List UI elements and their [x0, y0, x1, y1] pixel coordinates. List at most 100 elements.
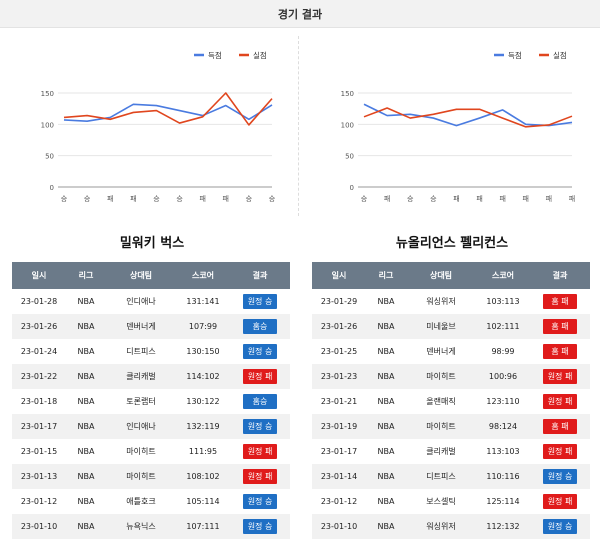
game-league: NBA	[77, 347, 95, 356]
result-badge: 원정 패	[243, 369, 277, 384]
game-opponent: 마이히트	[406, 414, 476, 439]
game-score: 130:122	[186, 397, 220, 406]
game-score: 98:124	[476, 414, 530, 439]
game-date: 23-01-26	[12, 314, 66, 339]
game-date: 23-01-10	[312, 514, 366, 539]
section-header: 경기 결과	[0, 0, 600, 28]
table-row[interactable]: 23-01-18 NBA 토론랩터 130:122 홈승	[12, 389, 290, 414]
game-result-cell: 원정 패	[530, 389, 590, 414]
game-league: NBA	[377, 497, 395, 506]
table-row[interactable]: 23-01-12 NBA 보스셀틱 125:114 원정 패	[312, 489, 590, 514]
x-tick-label: 패	[453, 194, 459, 203]
table-row[interactable]: 23-01-10 NBA 워싱위저 112:132 원정 승	[312, 514, 590, 539]
game-league: NBA	[366, 364, 406, 389]
game-score: 107:111	[176, 514, 230, 539]
x-tick-label: 승	[153, 195, 160, 203]
x-tick-label: 패	[546, 194, 552, 203]
game-league: NBA	[377, 347, 395, 356]
game-opponent: 덴버너게	[426, 347, 456, 356]
game-result-cell: 홈 패	[530, 289, 590, 314]
game-score: 112:132	[476, 514, 530, 539]
game-result-cell: 홈승	[230, 389, 290, 414]
game-league: NBA	[77, 397, 95, 406]
table-row[interactable]: 23-01-22 NBA 클리캐벌 114:102 원정 패	[12, 364, 290, 389]
result-badge: 원정 패	[543, 369, 577, 384]
table-row[interactable]: 23-01-15 NBA 마이히트 111:95 원정 패	[12, 439, 290, 464]
game-league: NBA	[66, 314, 106, 339]
table-row[interactable]: 23-01-28 NBA 인디애나 131:141 원정 승	[12, 289, 290, 314]
table-row[interactable]: 23-01-14 NBA 디트피스 110:116 원정 승	[312, 464, 590, 489]
column-header: 일시	[312, 262, 366, 289]
legend-label: 실점	[553, 50, 567, 60]
game-opponent: 미네울브	[406, 314, 476, 339]
game-league: NBA	[77, 447, 95, 456]
x-tick-label: 패	[569, 194, 575, 203]
game-result-cell: 원정 승	[530, 464, 590, 489]
game-date: 23-01-19	[312, 414, 366, 439]
legend-label: 득점	[508, 50, 522, 60]
table-row[interactable]: 23-01-21 NBA 올랜매직 123:110 원정 패	[312, 389, 590, 414]
game-league: NBA	[366, 314, 406, 339]
right-team-chart: 0 50 100 150 승 패 승 승 패 패 패 패 패 패 득점 실점	[304, 36, 594, 216]
game-opponent: 올랜매직	[426, 397, 456, 406]
result-badge: 원정 패	[543, 494, 577, 509]
game-score: 107:99	[176, 314, 230, 339]
game-opponent: 마이히트	[106, 464, 176, 489]
legend-label: 실점	[253, 50, 267, 60]
table-row[interactable]: 23-01-26 NBA 덴버너게 107:99 홈승	[12, 314, 290, 339]
y-tick-label: 100	[41, 121, 54, 129]
game-opponent: 인디애나	[106, 414, 176, 439]
table-row[interactable]: 23-01-10 NBA 뉴욕닉스 107:111 원정 승	[12, 514, 290, 539]
x-tick-label: 패	[384, 194, 390, 203]
game-league: NBA	[66, 464, 106, 489]
game-league: NBA	[66, 414, 106, 439]
left-team-name: 밀워키 벅스	[119, 236, 185, 251]
column-header: 상대팀	[106, 262, 176, 289]
right-team-name: 뉴올리언스 펠리컨스	[395, 236, 509, 251]
x-tick-label: 승	[269, 195, 276, 203]
game-league: NBA	[366, 414, 406, 439]
column-header: 스코어	[176, 262, 230, 289]
game-date: 23-01-23	[312, 364, 366, 389]
y-tick-label: 150	[341, 90, 354, 98]
table-row[interactable]: 23-01-23 NBA 마이히트 100:96 원정 패	[312, 364, 590, 389]
game-opponent: 뉴욕닉스	[106, 514, 176, 539]
table-row[interactable]: 23-01-25 NBA 덴버너게 98:99 홈 패	[312, 339, 590, 364]
table-row[interactable]: 23-01-12 NBA 애틀호크 105:114 원정 승	[12, 489, 290, 514]
table-row[interactable]: 23-01-13 NBA 마이히트 108:102 원정 패	[12, 464, 290, 489]
table-row[interactable]: 23-01-29 NBA 워싱위저 103:113 홈 패	[312, 289, 590, 314]
result-badge: 홈 패	[543, 419, 577, 434]
table-header-row: 일시 리그 상대팀 스코어 결과	[312, 262, 590, 289]
table-header-row: 일시 리그 상대팀 스코어 결과	[12, 262, 290, 289]
table-row[interactable]: 23-01-26 NBA 미네울브 102:111 홈 패	[312, 314, 590, 339]
game-result-cell: 원정 승	[230, 489, 290, 514]
left-chart-svg: 0 50 100 150 승 승 패 패 승 승 패 패 승 승 득점 실점	[41, 50, 276, 203]
chart-divider	[298, 36, 299, 216]
x-tick-label: 패	[523, 194, 529, 203]
result-badge: 원정 승	[243, 419, 277, 434]
game-result-cell: 홈 패	[530, 339, 590, 364]
game-result-cell: 원정 패	[230, 439, 290, 464]
game-league: NBA	[77, 297, 95, 306]
right-chart-svg: 0 50 100 150 승 패 승 승 패 패 패 패 패 패 득점 실점	[341, 50, 576, 203]
table-row[interactable]: 23-01-19 NBA 마이히트 98:124 홈 패	[312, 414, 590, 439]
table-row[interactable]: 23-01-17 NBA 클리캐벌 113:103 원정 패	[312, 439, 590, 464]
game-opponent: 토론랩터	[126, 397, 156, 406]
table-row[interactable]: 23-01-24 NBA 디트피스 130:150 원정 승	[12, 339, 290, 364]
x-tick-label: 패	[107, 194, 113, 203]
right-team-results-table: 일시 리그 상대팀 스코어 결과 23-01-29 NBA 워싱위저 103:113 홈 패 23…	[312, 262, 590, 539]
game-league: NBA	[77, 497, 95, 506]
game-score: 108:102	[176, 464, 230, 489]
game-score: 98:99	[491, 347, 515, 356]
game-score: 132:119	[176, 414, 230, 439]
game-date: 23-01-22	[12, 364, 66, 389]
game-result-cell: 홈 패	[530, 414, 590, 439]
table-row[interactable]: 23-01-17 NBA 인디애나 132:119 원정 승	[12, 414, 290, 439]
x-tick-label: 승	[407, 195, 414, 203]
game-result-cell: 원정 승	[530, 514, 590, 539]
game-league: NBA	[377, 397, 395, 406]
result-badge: 홈 패	[543, 319, 577, 334]
result-badge: 원정 승	[543, 469, 577, 484]
x-tick-label: 패	[130, 194, 136, 203]
section-title: 경기 결과	[277, 7, 323, 21]
